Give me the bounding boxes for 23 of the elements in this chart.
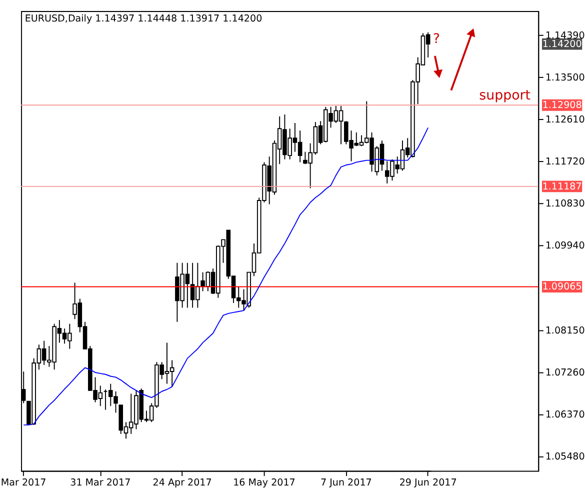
x-tick-label: 31 Mar 2017 [70, 478, 131, 489]
text: support [479, 88, 531, 104]
y-tick-label: 1.11720 [545, 156, 585, 168]
x-tick-label: 24 Apr 2017 [152, 478, 212, 489]
y-tick-label: 1.09940 [545, 240, 585, 252]
text: ? [432, 32, 440, 47]
x-tick-label: 29 Jun 2017 [399, 478, 457, 489]
y-tick-label: 1.05480 [545, 451, 585, 462]
text: 1.14200 [542, 38, 582, 50]
ref-line-label: 1.11187 [542, 181, 582, 192]
x-tick-label: Mar 2017 [0, 478, 46, 489]
ref-line-label: 1.12908 [542, 100, 582, 111]
line-series [23, 127, 429, 426]
y-tick-label: 1.07260 [545, 367, 585, 378]
chart-title: EURUSD,Daily 1.14397 1.14448 1.13917 1.14200 [24, 14, 262, 24]
ref-line-label: 1.09065 [542, 282, 582, 293]
y-tick-label: 1.12610 [545, 114, 585, 126]
y-tick-label: 1.06370 [545, 409, 585, 420]
y-tick-label: 1.10830 [545, 198, 585, 210]
x-tick-label: 16 May 2017 [233, 478, 296, 489]
y-tick-label: 1.08150 [545, 325, 585, 336]
y-tick-label: 1.13500 [545, 72, 585, 84]
x-tick-label: 7 Jun 2017 [320, 478, 372, 489]
